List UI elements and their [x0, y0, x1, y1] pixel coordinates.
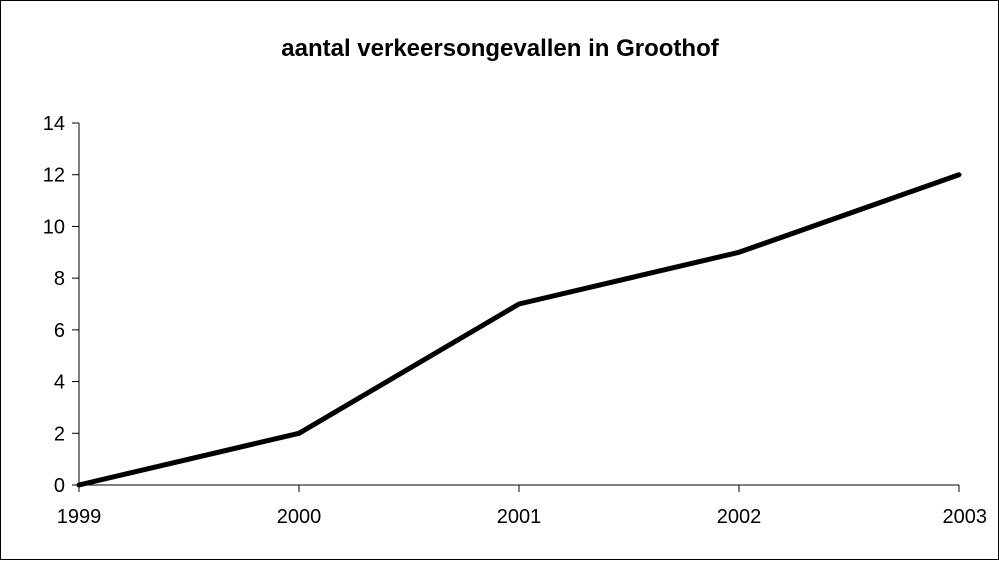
x-tick-label: 2002	[717, 506, 762, 528]
y-axis: 0 2 4 6 8 10 12 14	[43, 113, 80, 497]
x-tick-label: 2001	[497, 506, 542, 528]
x-tick-label: 2000	[277, 506, 322, 528]
y-tick-label: 10	[43, 216, 65, 238]
series-group	[76, 172, 962, 488]
y-tick-label: 4	[54, 372, 65, 394]
x-tick-label: 1999	[57, 506, 102, 528]
series-line	[76, 172, 962, 488]
y-tick-label: 12	[43, 165, 65, 187]
chart-title: aantal verkeersongevallen in Groothof	[281, 35, 719, 62]
y-tick-label: 6	[54, 320, 65, 342]
x-axis: 1999 2000 2001 2002 2003	[57, 484, 988, 528]
x-tick-label: 2003	[943, 506, 988, 528]
y-tick-label: 2	[54, 423, 65, 445]
y-tick-label: 8	[54, 268, 65, 290]
y-tick-label: 0	[54, 475, 65, 497]
y-tick-label: 14	[43, 113, 65, 135]
